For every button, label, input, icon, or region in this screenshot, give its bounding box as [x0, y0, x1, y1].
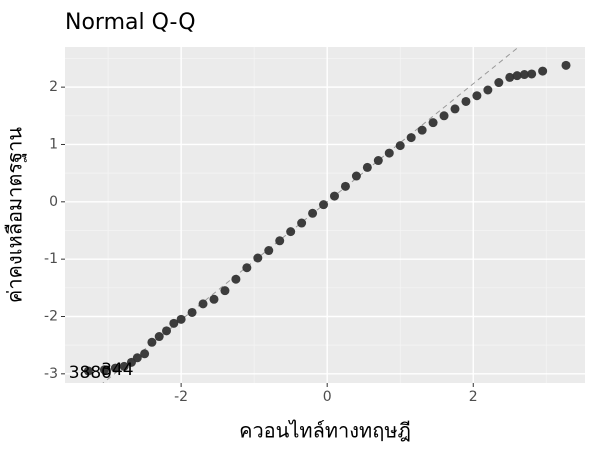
- point: [494, 78, 504, 88]
- y-tick-label: -3: [44, 366, 58, 382]
- y-tick-label: -1: [44, 251, 58, 267]
- point: [162, 326, 172, 336]
- point: [340, 181, 350, 191]
- point: [527, 69, 537, 79]
- point: [472, 91, 482, 101]
- point: [275, 236, 285, 246]
- point: [169, 318, 179, 328]
- point: [187, 307, 197, 317]
- point: [519, 70, 529, 80]
- point: [483, 85, 493, 95]
- plot-panel: [65, 47, 585, 383]
- point: [395, 141, 405, 151]
- point: [561, 60, 571, 70]
- point: [286, 227, 296, 237]
- point: [297, 218, 307, 228]
- point: [119, 361, 129, 371]
- point: [512, 71, 522, 81]
- x-tick-label: 2: [469, 389, 478, 405]
- point: [319, 200, 329, 210]
- point: [209, 294, 219, 304]
- point: [417, 125, 427, 135]
- y-tick-label: 2: [49, 79, 58, 95]
- point-label: 344: [101, 360, 133, 380]
- point: [231, 274, 241, 284]
- point: [428, 118, 438, 128]
- point: [140, 349, 150, 359]
- point: [373, 156, 383, 166]
- point: [362, 162, 372, 172]
- point: [329, 191, 339, 201]
- point: [154, 332, 164, 342]
- point: [147, 337, 157, 347]
- point: [461, 96, 471, 106]
- point: [242, 263, 252, 273]
- point: [505, 72, 515, 82]
- chart-title: Normal Q-Q: [65, 10, 196, 35]
- point: [99, 365, 109, 375]
- point: [450, 104, 460, 114]
- x-tick-label: 0: [323, 389, 332, 405]
- y-tick-label: 1: [49, 136, 58, 152]
- point-label: 3880: [69, 363, 112, 383]
- point: [132, 353, 142, 363]
- point: [439, 111, 449, 121]
- point: [198, 299, 208, 309]
- point: [538, 66, 548, 76]
- point: [110, 363, 120, 373]
- y-tick-label: 0: [49, 194, 58, 210]
- y-axis-title: ค่าคงเหลือมาตรฐาน: [3, 127, 27, 303]
- point: [384, 148, 394, 158]
- point: [351, 171, 361, 181]
- x-tick-label: -2: [174, 389, 188, 405]
- point: [253, 253, 263, 263]
- y-tick-label: -2: [44, 308, 58, 324]
- point: [83, 366, 93, 376]
- point: [308, 208, 318, 218]
- point: [176, 314, 186, 324]
- point: [220, 286, 230, 296]
- point: [264, 246, 274, 256]
- x-axis-title: ควอนไทล์ทางทฤษฎี: [239, 419, 411, 443]
- point: [406, 133, 416, 143]
